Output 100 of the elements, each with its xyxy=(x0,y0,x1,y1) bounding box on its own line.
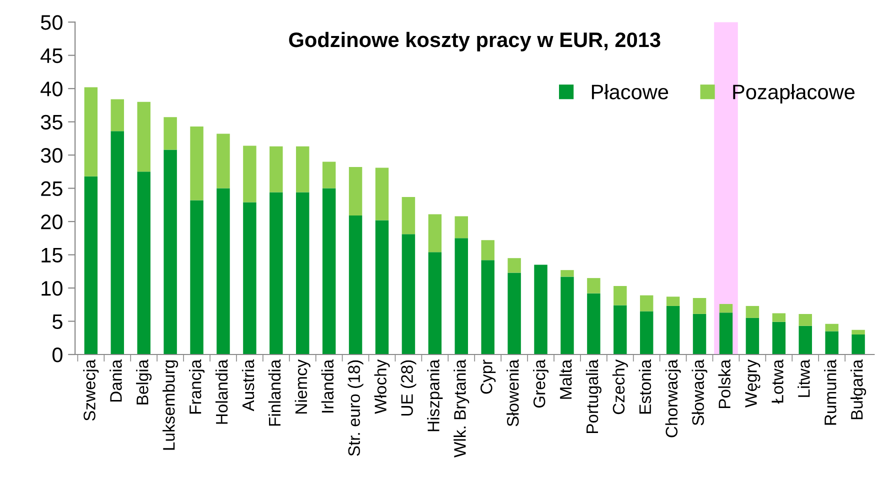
bar xyxy=(772,313,786,322)
x-tick-label: Polska xyxy=(718,359,730,408)
x-tick-label: Estonia xyxy=(638,359,652,414)
bar xyxy=(296,192,310,354)
y-tick-label: 20 xyxy=(41,214,62,230)
bar xyxy=(216,134,230,188)
bar xyxy=(190,126,204,200)
y-tick-label: 30 xyxy=(40,148,62,163)
x-tick-label: Malta xyxy=(559,359,572,399)
x-tick-label: Czechy xyxy=(612,359,628,414)
bar xyxy=(137,102,150,172)
bar xyxy=(534,264,548,354)
x-tick-label: Słowenia xyxy=(506,359,519,426)
bar xyxy=(348,167,362,216)
bar xyxy=(666,306,680,354)
x-tick-label: Słowacja xyxy=(692,359,708,426)
bar xyxy=(692,298,706,314)
legend-label: Pozapłacowe xyxy=(733,84,854,104)
bar xyxy=(84,87,98,176)
bar xyxy=(348,216,362,354)
x-tick-label: Portugalia xyxy=(586,359,602,434)
x-tick-label: Hiszpania xyxy=(427,359,443,432)
bar xyxy=(110,131,124,354)
bar xyxy=(243,202,256,354)
bar xyxy=(454,238,468,354)
bar xyxy=(164,150,177,354)
x-tick-label: Str. euro (18) xyxy=(348,360,364,456)
bar xyxy=(825,324,838,332)
bar xyxy=(137,172,150,354)
x-tick-label: Rumunia xyxy=(824,359,836,425)
x-tick-label: Węgry xyxy=(745,359,760,408)
x-tick-label: Niemcy xyxy=(294,359,310,414)
bar xyxy=(375,220,389,354)
x-tick-label: Dania xyxy=(110,359,122,402)
bar xyxy=(243,146,256,202)
x-tick-label: Cypr xyxy=(480,360,496,394)
bar xyxy=(614,305,627,354)
x-tick-label: Austria xyxy=(242,359,254,412)
bar xyxy=(322,188,336,354)
bar xyxy=(322,162,336,188)
x-tick-label: Włochy xyxy=(374,359,390,414)
bar xyxy=(772,322,786,354)
bar xyxy=(110,99,124,132)
bar xyxy=(825,331,838,354)
bar xyxy=(508,258,521,273)
chart-title: Godzinowe koszty pracy w EUR, 2013 xyxy=(289,32,660,52)
x-tick-label: Litwa xyxy=(798,359,810,397)
y-tick-label: 0 xyxy=(52,348,62,362)
bar xyxy=(428,252,442,354)
x-tick-label: Wlk. Brytania xyxy=(454,359,470,458)
x-tick-label: Belgia xyxy=(136,359,152,404)
bar xyxy=(402,234,416,354)
y-tick-label: 5 xyxy=(52,314,62,330)
bar xyxy=(640,311,654,354)
x-tick-label: Bułgaria xyxy=(850,359,866,420)
x-tick-label: Chorwacja xyxy=(665,359,681,438)
y-tick-label: 45 xyxy=(40,48,62,64)
bar xyxy=(852,330,865,335)
bar xyxy=(216,188,230,354)
bar xyxy=(798,314,812,326)
x-tick-label: Łotwa xyxy=(772,359,784,404)
bar xyxy=(666,296,680,306)
bar xyxy=(560,276,574,354)
legend-label: Płacowe xyxy=(592,84,668,100)
x-tick-label: Grecja xyxy=(532,359,549,408)
bar xyxy=(746,318,760,354)
bar xyxy=(428,214,442,252)
y-tick-label: 50 xyxy=(40,15,62,30)
bar xyxy=(270,146,283,192)
bar xyxy=(508,272,521,354)
bar xyxy=(481,240,494,260)
bar xyxy=(719,312,733,354)
y-tick-label: 15 xyxy=(42,248,62,263)
bar xyxy=(270,192,283,354)
bar xyxy=(481,260,494,354)
bar xyxy=(798,326,812,354)
y-tick-label: 10 xyxy=(42,281,62,296)
bar xyxy=(560,270,574,277)
bar xyxy=(719,304,733,313)
x-tick-label: Szwecja xyxy=(83,359,99,421)
bar xyxy=(454,216,468,238)
bar xyxy=(587,293,600,354)
bar xyxy=(375,168,389,220)
bar xyxy=(587,278,600,294)
bar xyxy=(692,314,706,354)
x-tick-label: Holandia xyxy=(215,359,228,424)
x-tick-label: Luksemburg xyxy=(162,360,178,450)
x-tick-label: Francja xyxy=(189,359,205,414)
y-tick-label: 40 xyxy=(40,82,62,96)
bar xyxy=(296,146,310,192)
bar xyxy=(614,286,627,306)
y-tick-label: 25 xyxy=(41,181,62,196)
bar xyxy=(190,200,204,354)
bar xyxy=(852,334,865,354)
bar xyxy=(164,117,177,150)
x-tick-label: Finlandia xyxy=(268,359,281,426)
x-tick-label: UE (28) xyxy=(400,360,416,416)
y-tick-label: 35 xyxy=(40,114,62,130)
bar xyxy=(746,306,760,318)
bar xyxy=(84,176,98,354)
